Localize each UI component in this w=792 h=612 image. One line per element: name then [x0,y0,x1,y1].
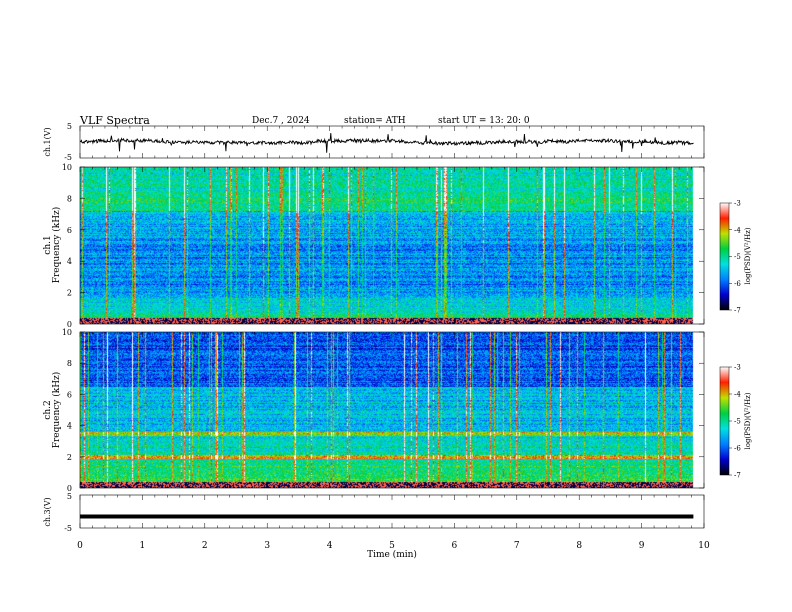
ch1-ytick-min: -5 [64,153,72,162]
ch3-ytick-max: 5 [67,492,72,501]
ch1-spectrogram-ticks [79,166,705,325]
ch3-waveform-ticks [79,495,705,528]
x-tick-label: 5 [389,541,395,551]
x-tick-label: 10 [698,541,710,551]
ch2-spectrogram-ticks [79,331,705,489]
ch1-spectrogram-ylabel: Frequency (kHz) [51,207,62,284]
ch1-colorbar: -3 -4 -5 -6 -7 log(PSD)(V²/Hz) [719,200,752,315]
frequency-tick-label: 8 [67,194,72,203]
x-tick-label: 9 [639,541,645,551]
x-tick-label: 8 [576,541,582,551]
colorbar-tick-label: -6 [734,280,741,288]
ch1-waveform-panel: 5 -5 ch.1(V) [43,122,705,162]
frequency-tick-label: 8 [67,359,72,368]
figure-title: VLF Spectra [79,114,150,127]
x-tick-label: 3 [264,541,270,551]
frequency-tick-label: 0 [67,320,72,329]
ch2-colorbar: -3 -4 -5 -6 -7 log(PSD)(V²/Hz) [719,364,752,480]
ch1-waveform-ylabel: ch.1(V) [43,127,52,156]
x-tick-label: 2 [202,541,208,551]
frequency-tick-label: 10 [62,163,72,172]
ch2-colorbar-label: log(PSD)(V²/Hz) [744,392,752,449]
x-axis-tick-labels: 0 1 2 3 4 5 6 7 8 9 10 [77,541,710,551]
colorbar-tick-label: -4 [734,391,741,399]
frequency-tick-label: 0 [67,484,72,493]
ch1-waveform-ticks [79,126,705,158]
colorbar-tick-label: -5 [734,253,741,261]
colorbar-tick-label: -5 [734,418,741,426]
x-tick-label: 4 [327,541,333,551]
ch2-colorbar-ticks: -3 -4 -5 -6 -7 [729,364,741,480]
ch2-spectrogram-panel: 0 2 4 6 8 10 ch.2 Frequency (kHz) [43,328,705,493]
ch1-colorbar-ticks: -3 -4 -5 -6 -7 [729,200,741,315]
frequency-tick-label: 6 [67,390,72,399]
x-tick-label: 6 [452,541,458,551]
station-label: station= ATH [344,116,406,126]
ch2-spectrogram-ytick-labels: 0 2 4 6 8 10 [62,328,72,493]
colorbar-tick-label: -7 [734,307,741,315]
date-label: Dec.7 , 2024 [252,116,310,126]
x-tick-label: 1 [140,541,146,551]
ch1-spectrogram-channel-label: ch.1 [43,235,53,254]
ch1-colorbar-gradient [720,203,729,310]
ch3-waveform-panel: 5 -5 ch.3(V) [43,492,705,533]
frequency-tick-label: 4 [67,257,72,266]
frequency-tick-label: 2 [67,453,72,462]
frequency-tick-label: 4 [67,422,72,431]
ch2-spectrogram-image [80,332,704,488]
x-tick-label: 7 [514,541,520,551]
colorbar-tick-label: -6 [734,445,741,453]
colorbar-tick-label: -7 [734,472,741,480]
ch1-colorbar-label: log(PSD)(V²/Hz) [744,227,752,284]
colorbar-tick-label: -4 [734,226,741,234]
frequency-tick-label: 6 [67,226,72,235]
x-axis-label: Time (min) [367,549,417,560]
ch1-spectrogram-panel: 0 2 4 6 8 10 ch.1 Frequency (kHz) [43,163,705,329]
ch1-ytick-max: 5 [67,122,72,131]
ch1-waveform-trace [79,132,694,153]
ch1-spectrogram-image [80,167,704,324]
ch3-ytick-min: -5 [64,524,72,533]
colorbar-tick-label: -3 [734,200,741,208]
ch3-waveform-ylabel: ch.3(V) [43,497,52,526]
ch2-colorbar-gradient [720,367,729,475]
ch1-spectrogram-ytick-labels: 0 2 4 6 8 10 [62,163,72,329]
ch2-spectrogram-ylabel: Frequency (kHz) [51,372,62,449]
start-time-label: start UT = 13: 20: 0 [438,116,530,126]
colorbar-tick-label: -3 [734,364,741,372]
frequency-tick-label: 2 [67,289,72,298]
ch2-spectrogram-channel-label: ch.2 [43,400,53,419]
x-tick-label: 0 [77,541,83,551]
frequency-tick-label: 10 [62,328,72,337]
